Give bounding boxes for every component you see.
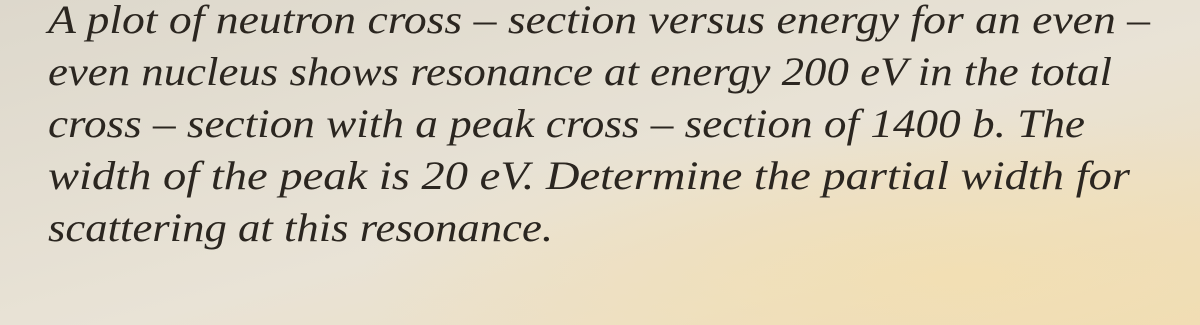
text-line: cross – section with a peak cross – sect… [48,101,1085,146]
text-line: even nucleus shows resonance at energy 2… [48,49,1112,94]
problem-text: A plot of neutron cross – section versus… [45,0,1152,250]
text-line: scattering at this resonance. [48,205,553,250]
text-line: A plot of neutron cross – section versus… [45,0,1152,42]
text-line: width of the peak is 20 eV. Determine th… [48,153,1130,198]
